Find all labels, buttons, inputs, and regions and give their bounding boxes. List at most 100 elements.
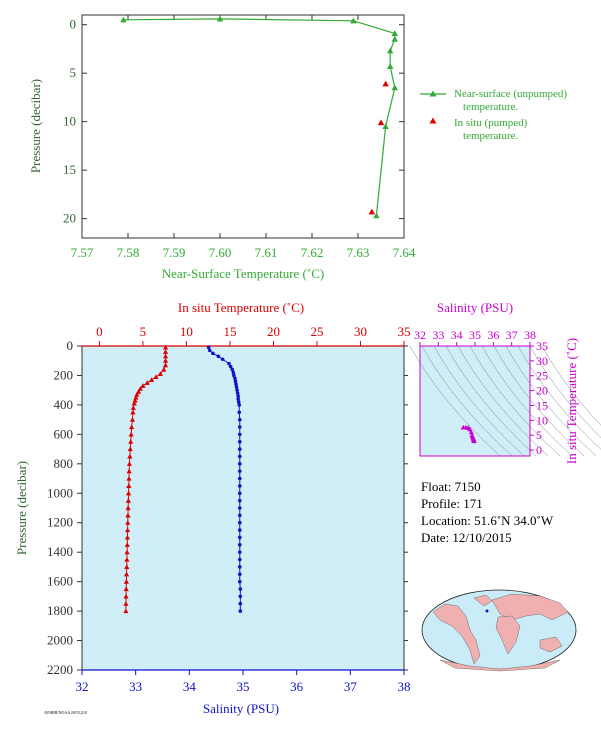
salinity-point <box>237 432 242 437</box>
temperature-tick-label: 20 <box>267 324 280 339</box>
unpumped-temperature-point <box>120 16 127 23</box>
ts-x-tick-label: 37 <box>506 328 518 342</box>
main-plot-background <box>82 346 404 670</box>
salinity-point <box>230 367 235 372</box>
map-greenland <box>473 594 493 607</box>
top-axis-ticks: 7.57 7.58 7.59 7.60 7.61 7.62 7.63 7.64 0 5 10 15 20 <box>63 15 416 260</box>
top-x-tick-label: 7.64 <box>393 245 416 260</box>
density-contour <box>529 345 601 439</box>
temperature-point <box>124 534 131 540</box>
unpumped-temperature-point <box>350 17 357 24</box>
salinity-point <box>235 391 240 395</box>
float-number: Float: 7150 <box>421 479 481 494</box>
salinity-tick-label: 37 <box>344 679 358 694</box>
pressure-tick-label: 600 <box>54 426 74 441</box>
salinity-point <box>227 361 231 366</box>
salinity-point <box>236 394 240 398</box>
density-contour <box>505 345 597 457</box>
legend-label-pumped-l2: temperature. <box>463 130 519 142</box>
salinity-point <box>237 579 242 584</box>
legend-label-unpumped-l2: temperature. <box>463 101 519 113</box>
salinity-point <box>206 345 211 350</box>
temperature-point <box>128 439 134 444</box>
temperature-point <box>134 392 140 397</box>
salinity-tick-label: 36 <box>290 679 304 694</box>
pressure-tick-label: 200 <box>54 367 74 382</box>
salinity-point <box>237 410 242 415</box>
temperature-point <box>124 564 130 569</box>
top-y-tick-label: 0 <box>70 17 77 32</box>
temperature-point <box>126 483 132 488</box>
temperature-point <box>162 358 169 363</box>
ts-plot-background <box>420 346 530 456</box>
temperature-point <box>123 601 129 606</box>
salinity-point <box>231 370 236 375</box>
salinity-point <box>237 535 242 540</box>
density-contour <box>493 345 585 457</box>
salinity-point <box>237 572 242 577</box>
temperature-point <box>126 475 132 481</box>
top-x-tick-label: 7.60 <box>209 245 232 260</box>
unpumped-temperature-point <box>373 212 380 219</box>
temperature-point <box>162 362 169 368</box>
salinity-point <box>211 351 215 356</box>
salinity-point <box>237 403 242 407</box>
salinity-point <box>237 506 242 510</box>
temperature-tick-label: 10 <box>180 324 193 339</box>
top-x-tick-label: 7.61 <box>255 245 278 260</box>
profile-number: Profile: 171 <box>421 496 483 511</box>
salinity-point <box>236 400 241 404</box>
temperature-point <box>129 417 136 422</box>
top-legend: Near-surface (unpumped) temperature. In … <box>420 88 567 142</box>
salinity-point <box>237 557 242 562</box>
pressure-tick-label: 0 <box>67 338 74 353</box>
temperature-point <box>157 371 163 377</box>
ts-y-tick-label: 35 <box>536 339 548 353</box>
temperature-tick-label: 25 <box>310 324 323 339</box>
salinity-point <box>237 550 242 554</box>
temperature-tick-label: 35 <box>398 324 411 339</box>
salinity-point <box>237 491 242 496</box>
temperature-tick-label: 30 <box>354 324 367 339</box>
map-americas <box>432 603 481 665</box>
temperature-point <box>162 344 169 350</box>
unpumped-temperature-point <box>391 30 398 36</box>
main-top-axis-label: In situ Temperature (˚C) <box>178 300 304 315</box>
ts-y-tick-label: 30 <box>536 354 548 368</box>
salinity-point <box>238 609 243 613</box>
density-contour <box>445 345 537 457</box>
top-y-tick-label: 20 <box>63 211 76 226</box>
temperature-point <box>149 377 155 382</box>
salinity-point <box>237 454 242 459</box>
temperature-point <box>124 556 130 562</box>
top-x-tick-label: 7.58 <box>117 245 140 260</box>
temperature-point <box>125 527 131 533</box>
unpumped-temperature-point <box>387 63 394 69</box>
salinity-point <box>235 388 239 392</box>
map-africa <box>495 615 521 655</box>
salinity-point <box>237 462 242 466</box>
ts-y-axis-label: In situ Temperature (˚C) <box>564 338 579 464</box>
ts-x-tick-label: 38 <box>524 328 536 342</box>
temperature-point <box>153 374 159 380</box>
temperature-point <box>125 512 131 518</box>
salinity-tick-label: 34 <box>183 679 197 694</box>
unpumped-temperature-point <box>387 47 394 54</box>
ts-x-tick-label: 33 <box>432 328 444 342</box>
temperature-point <box>127 453 133 459</box>
salinity-point <box>234 382 238 387</box>
ts-point <box>471 438 477 444</box>
temperature-point <box>132 397 138 403</box>
salinity-tick-label: 35 <box>237 679 250 694</box>
legend-label-unpumped-l1: Near-surface (unpumped) <box>454 88 567 100</box>
temperature-point <box>127 446 133 452</box>
temperature-point <box>162 349 169 354</box>
map-australia <box>539 636 563 653</box>
map-antarctica <box>439 659 561 672</box>
temperature-point <box>130 409 136 415</box>
temperature-point <box>129 424 135 430</box>
salinity-point <box>238 601 243 606</box>
temperature-point <box>125 505 131 511</box>
main-y-axis-label: Pressure (decibar) <box>14 461 29 555</box>
